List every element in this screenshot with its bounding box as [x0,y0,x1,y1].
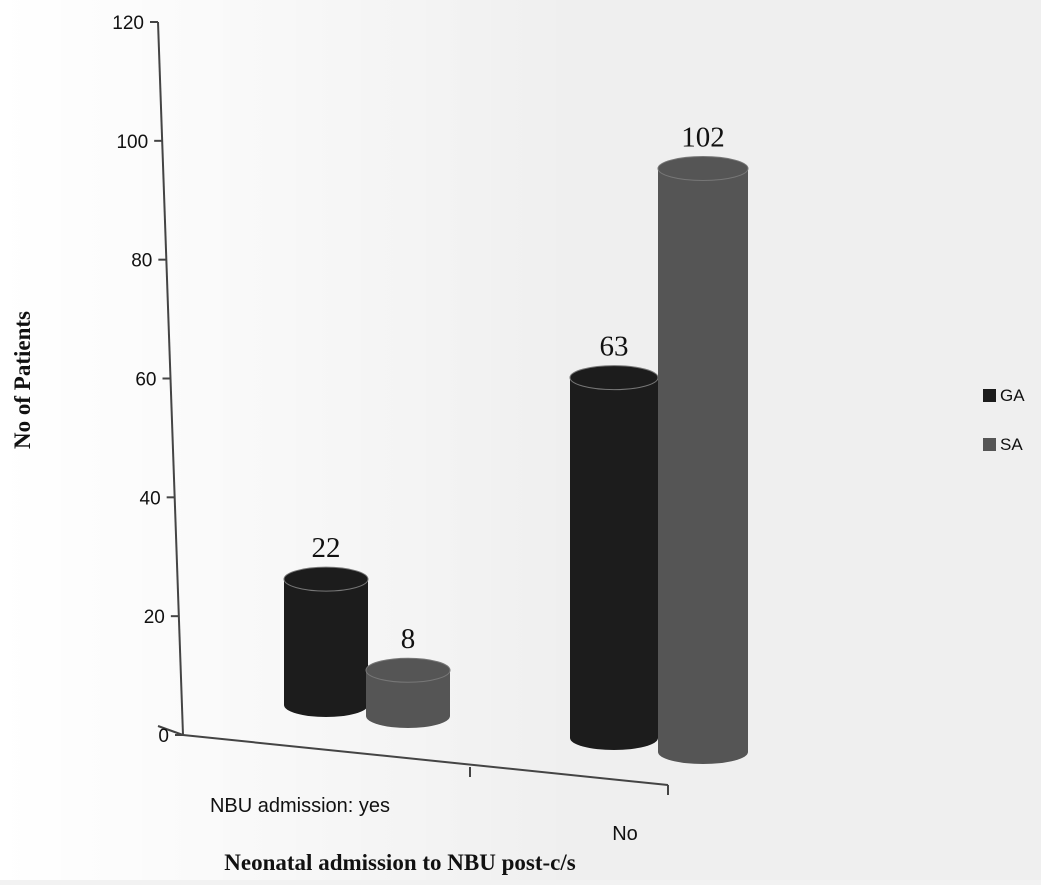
data-label-sa: 102 [681,122,725,154]
bar-sa-body [366,670,450,728]
x-axis-floor-front [182,734,669,786]
y-tick-label: 20 [144,607,165,628]
x-axis-floor-side [157,725,184,736]
bar-sa-top [365,657,451,683]
y-tick-label: 0 [158,726,169,747]
y-tick-label: 40 [140,488,161,509]
bar-sa-body [658,168,748,764]
bar-ga-body [570,377,658,750]
bar-ga-top [283,566,369,592]
legend-swatch-sa [983,438,996,451]
legend-label-ga: GA [1000,386,1025,405]
y-axis-title: No of Patients [10,311,35,449]
bar-ga-body [284,579,368,717]
data-label-ga: 63 [600,331,629,363]
bar-sa-top [657,156,749,182]
legend: GA SA [983,386,1025,454]
legend-label-sa: SA [1000,435,1023,454]
bar-ga-top [569,365,659,391]
y-tick-label: 60 [135,370,156,391]
y-axis-ticks: 0 20 40 60 80 100 120 [112,13,183,747]
data-label-ga: 22 [312,532,341,564]
data-label-sa: 8 [401,623,416,655]
y-tick-label: 80 [131,251,152,272]
legend-swatch-ga [983,389,996,402]
x-axis-ticks [469,767,669,795]
bar-series [283,156,749,764]
x-axis-title: Neonatal admission to NBU post-c/s [224,850,575,875]
y-tick-label: 100 [116,132,148,153]
category-label-no: No [612,823,638,845]
y-tick-label: 120 [112,13,144,34]
category-label-yes: NBU admission: yes [210,795,390,817]
data-labels: 22 8 63 102 [312,122,725,656]
